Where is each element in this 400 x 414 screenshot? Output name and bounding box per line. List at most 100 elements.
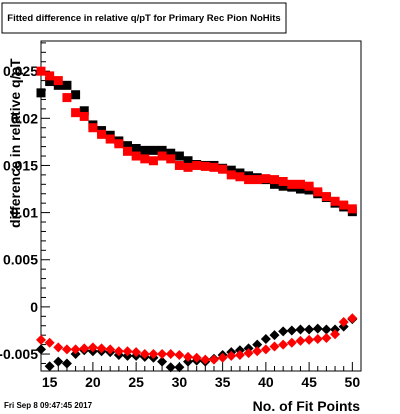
square-marker-s1 [209, 162, 219, 172]
diamond-marker-s3 [36, 334, 46, 345]
plot-frame [40, 40, 362, 372]
square-marker-s1 [226, 170, 236, 180]
square-marker-s0 [140, 145, 150, 155]
square-marker-s1 [157, 151, 167, 161]
square-marker-s1 [36, 66, 46, 76]
x-tick-label: 45 [301, 374, 317, 390]
diamond-marker-s3 [226, 350, 237, 361]
square-marker-s1 [148, 156, 158, 166]
square-marker-s1 [45, 71, 55, 81]
y-tick-label: 0.01 [11, 205, 38, 221]
square-marker-s1 [88, 123, 98, 133]
square-marker-s0 [122, 141, 132, 151]
diamond-marker-s2 [278, 326, 289, 337]
square-marker-s1 [114, 139, 124, 149]
square-marker-s0 [226, 165, 236, 175]
square-marker-s1 [261, 174, 271, 184]
x-tick-label: 25 [128, 374, 144, 390]
diamond-marker-s3 [312, 333, 323, 344]
square-marker-s0 [166, 148, 176, 158]
diamond-marker-s2 [252, 339, 263, 350]
diamond-marker-s3 [304, 334, 315, 345]
diamond-marker-s3 [243, 348, 254, 359]
diamond-marker-s2 [53, 356, 64, 367]
diamond-marker-s2 [295, 324, 306, 335]
x-axis-title: No. of Fit Points [253, 398, 361, 414]
square-marker-s1 [183, 162, 193, 172]
diamond-marker-s3 [79, 343, 90, 354]
x-tick-label: 40 [258, 374, 274, 390]
square-marker-s1 [304, 181, 314, 191]
x-tick-label: 35 [215, 374, 231, 390]
square-marker-s1 [278, 176, 288, 186]
square-marker-s0 [36, 88, 46, 98]
diamond-marker-s3 [321, 333, 332, 343]
data-points [36, 66, 358, 373]
diamond-marker-s3 [260, 344, 271, 355]
x-tick-label: 50 [345, 374, 361, 390]
diamond-marker-s3 [157, 349, 168, 360]
diamond-marker-s3 [96, 343, 107, 354]
square-marker-s1 [122, 146, 132, 156]
y-tick-label: 0.025 [3, 63, 38, 79]
diamond-marker-s3 [87, 342, 98, 353]
diamond-marker-s3 [61, 344, 72, 355]
square-marker-s1 [140, 154, 150, 164]
diamond-marker-s3 [191, 352, 202, 363]
square-marker-s1 [252, 175, 262, 185]
diamond-marker-s3 [295, 335, 306, 346]
diamond-marker-s3 [113, 346, 124, 357]
diamond-marker-s3 [139, 349, 150, 360]
square-marker-s0 [79, 106, 89, 116]
square-marker-s0 [270, 179, 280, 189]
square-marker-s1 [131, 151, 141, 161]
timestamp: Fri Sep 8 09:47:45 2017 [4, 401, 93, 410]
y-tick-label: 0 [30, 299, 38, 315]
diamond-marker-s3 [148, 349, 159, 360]
diamond-marker-s3 [53, 342, 64, 353]
diamond-marker-s2 [165, 362, 176, 373]
diamond-marker-s2 [269, 330, 280, 341]
y-tick-label: 0.02 [11, 110, 38, 126]
x-tick-label: 20 [85, 374, 101, 390]
diamond-marker-s2 [44, 361, 55, 372]
square-marker-s1 [200, 161, 210, 171]
diamond-marker-s2 [174, 362, 185, 373]
diamond-marker-s3 [208, 354, 219, 365]
ticks: 15 20 25 30 35 40 45 50 -0.005 0 0.005 0.01 0.015 0.0… [0, 42, 362, 390]
square-marker-s1 [192, 160, 202, 170]
square-marker-s1 [166, 154, 176, 164]
square-marker-s1 [321, 192, 331, 202]
square-marker-s0 [131, 143, 141, 153]
x-tick-label: 15 [42, 374, 58, 390]
y-tick-label: 0.015 [3, 157, 38, 173]
diamond-marker-s3 [165, 349, 176, 360]
diamond-marker-s2 [260, 333, 271, 344]
diamond-marker-s3 [70, 344, 81, 355]
diamond-marker-s2 [157, 356, 168, 367]
square-marker-s1 [244, 175, 254, 185]
square-marker-s1 [235, 172, 245, 182]
square-marker-s1 [174, 160, 184, 170]
diamond-marker-s2 [312, 323, 323, 334]
diamond-marker-s3 [217, 352, 228, 363]
x-tick-label: 30 [172, 374, 188, 390]
square-marker-s0 [295, 184, 305, 194]
square-marker-s0 [157, 145, 167, 155]
square-marker-s1 [79, 111, 89, 121]
square-marker-s0 [278, 181, 288, 191]
y-tick-label: -0.005 [0, 346, 38, 362]
diamond-marker-s3 [330, 329, 341, 340]
square-marker-s0 [45, 77, 55, 87]
diamond-marker-s3 [183, 351, 194, 362]
square-marker-s0 [148, 145, 158, 155]
diamond-marker-s3 [252, 346, 263, 357]
diamond-marker-s3 [269, 341, 280, 352]
square-marker-s1 [330, 196, 340, 206]
square-marker-s1 [347, 204, 357, 214]
square-marker-s1 [97, 129, 107, 139]
diamond-marker-s3 [338, 316, 349, 327]
diamond-marker-s2 [304, 324, 315, 335]
y-tick-label: 0.005 [3, 252, 38, 268]
diamond-marker-s2 [321, 324, 332, 335]
